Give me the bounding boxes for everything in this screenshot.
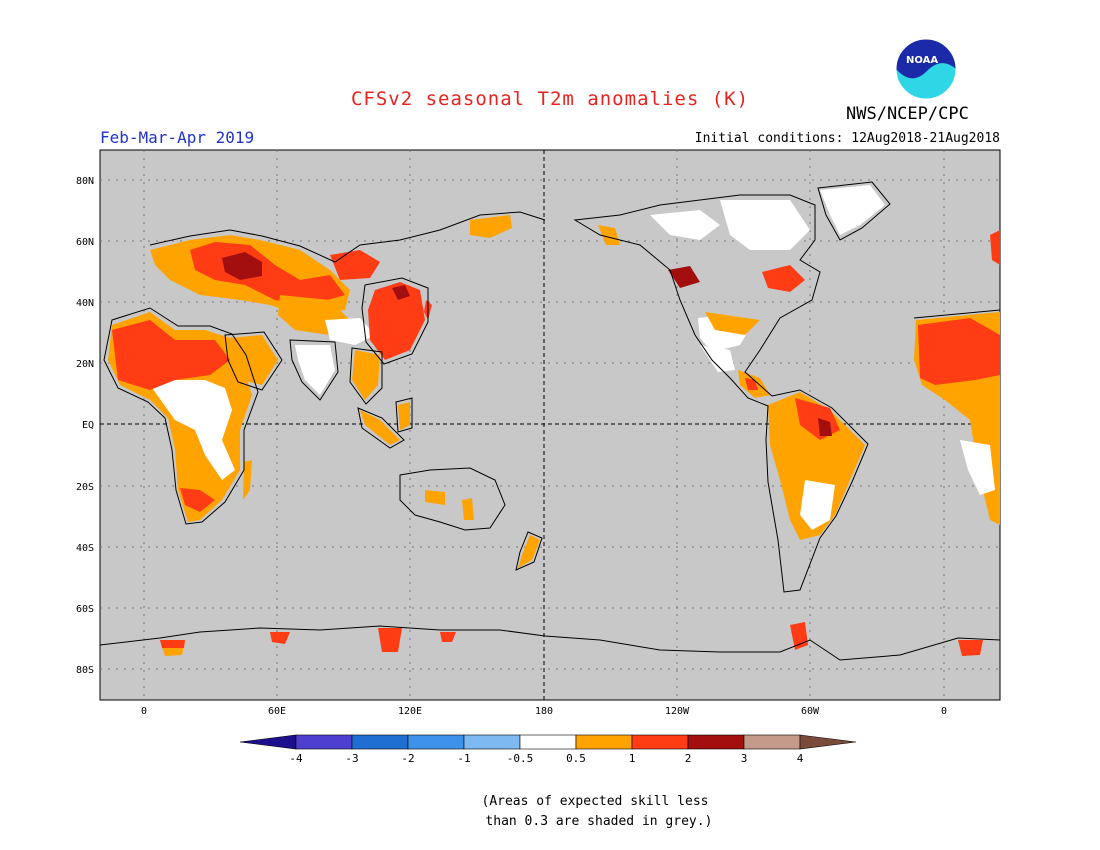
colorbar-tick-label: 1 — [629, 752, 636, 765]
colorbar-tick-label: -0.5 — [507, 752, 534, 765]
agency-label: NWS/NCEP/CPC — [846, 104, 969, 124]
colorbar-swatch — [631, 734, 689, 750]
alaska-white — [650, 210, 720, 240]
india-white — [295, 345, 335, 395]
lat-label: 60N — [76, 237, 94, 248]
lat-label: 40S — [76, 543, 94, 554]
amazon-darkred — [818, 418, 832, 436]
madagascar — [243, 460, 252, 500]
lat-label: 20N — [76, 359, 94, 370]
antarctica-red-4 — [440, 632, 456, 642]
canada-white — [720, 200, 810, 250]
new-zealand — [518, 535, 540, 568]
lon-label: 120E — [398, 706, 422, 717]
africa-white — [150, 380, 235, 480]
longitude-labels: 0 60E 120E 180 120W 60W 0 — [141, 706, 947, 717]
lon-label: 0 — [141, 706, 147, 717]
land-anomalies — [108, 185, 1000, 656]
south-america-white — [800, 480, 835, 530]
lon-label: 0 — [941, 706, 947, 717]
lon-label: 60W — [801, 706, 820, 717]
antarctica-red-3 — [378, 628, 402, 652]
lat-label: EQ — [82, 420, 94, 431]
lon-label: 60E — [268, 706, 286, 717]
latitude-labels: 80N 60N 40N 20N EQ 20S 40S 60S 80S — [76, 176, 94, 676]
lon-label: 120W — [665, 706, 690, 717]
south-america-orange — [768, 392, 865, 540]
colorbar-swatch — [295, 734, 353, 750]
map-title: CFSv2 seasonal T2m anomalies (K) — [350, 88, 750, 110]
tibet-white — [325, 318, 375, 345]
colorbar-tick-label: -1 — [457, 752, 470, 765]
colorbar-tick-label: 0.5 — [566, 752, 586, 765]
antarctica-red-2 — [270, 632, 290, 644]
colorbar: -4 -3 -2 -1 -0.5 0.5 1 2 3 4 — [239, 734, 857, 765]
colorbar-tick-label: 3 — [741, 752, 748, 765]
coastlines — [99, 181, 1001, 661]
colorbar-swatch — [575, 734, 633, 750]
season-label: Feb-Mar-Apr 2019 — [100, 128, 255, 147]
noaa-logo — [895, 38, 957, 100]
colorbar-swatch — [687, 734, 745, 750]
canada-west-darkred — [668, 266, 700, 288]
greenland-white — [820, 185, 885, 235]
sahara-red — [112, 320, 230, 390]
colorbar-swatch — [351, 734, 409, 750]
se-asia-orange — [352, 350, 380, 400]
russia-darkred — [222, 252, 262, 280]
colorbar-swatch — [407, 734, 465, 750]
patagonia-grey — [785, 540, 805, 590]
graticule — [100, 150, 1000, 700]
lat-label: 80N — [76, 176, 94, 187]
borneo-orange — [398, 402, 410, 430]
lat-label: 60S — [76, 604, 94, 615]
antarctica-red-5 — [958, 640, 983, 656]
lon-label: 180 — [535, 706, 553, 717]
equator-and-dateline — [100, 150, 1000, 700]
colorbar-tick-label: -4 — [289, 752, 303, 765]
lat-label: 80S — [76, 665, 94, 676]
australia-orange — [425, 490, 445, 505]
mexico-white — [700, 345, 735, 372]
siberia-north-orange — [470, 215, 512, 238]
europe-right-red — [990, 230, 1000, 265]
africa-right-white — [960, 440, 995, 495]
colorbar-swatch — [519, 734, 577, 750]
colorbar-swatch — [743, 734, 801, 750]
colorbar-tick-label: 4 — [797, 752, 804, 765]
colorbar-tick-label: -2 — [401, 752, 414, 765]
colorbar-tick-label: -3 — [345, 752, 358, 765]
africa-right-red — [918, 318, 1000, 385]
lat-label: 20S — [76, 482, 94, 493]
alaska-orange — [598, 225, 620, 245]
antarctica-red-1 — [160, 640, 185, 648]
south-africa-red — [180, 488, 215, 512]
indonesia-orange — [360, 410, 400, 445]
australia-orange-2 — [462, 498, 474, 520]
footnote: (Areas of expected skill less than 0.3 a… — [481, 794, 713, 829]
lat-label: 40N — [76, 298, 94, 309]
colorbar-tick-label: 2 — [685, 752, 692, 765]
great-lakes-red — [762, 265, 805, 292]
colorbar-arrow-low — [239, 734, 297, 750]
colorbar-swatch — [463, 734, 521, 750]
china-darkred — [392, 285, 410, 300]
initial-conditions-label: Initial conditions: 12Aug2018-21Aug2018 — [694, 131, 1000, 146]
colorbar-arrow-high — [799, 734, 857, 750]
usa-south-orange — [705, 312, 760, 335]
china-red — [368, 282, 425, 360]
noaa-logo-text: NOAA — [906, 55, 939, 66]
